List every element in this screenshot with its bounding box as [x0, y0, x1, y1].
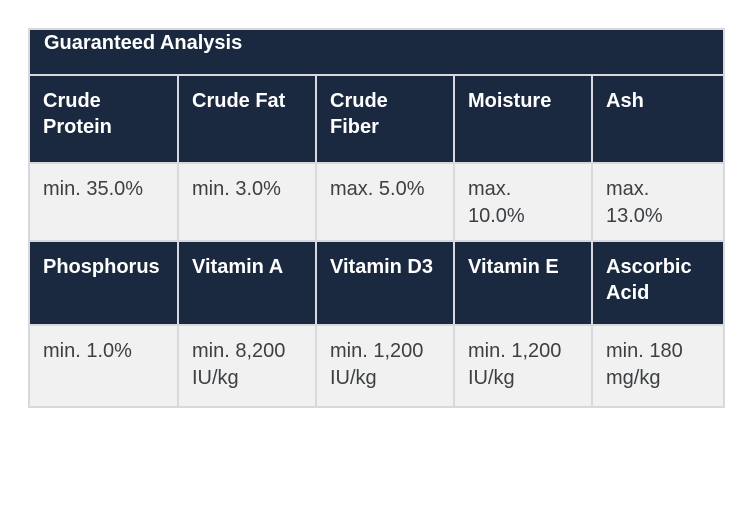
header-cell-label: Vitamin E	[468, 256, 559, 278]
value-cell: min. 1,200 IU/kg	[453, 324, 593, 408]
value-cell: min. 1.0%	[28, 324, 179, 408]
header-cell-label: Vitamin A	[192, 256, 284, 278]
table-title: Guaranteed Analysis	[27, 28, 726, 76]
value-cell-text: max. 13.0%	[606, 178, 663, 227]
value-cell-text: min. 3.0%	[192, 178, 281, 200]
header-cell-label: Ash	[606, 90, 644, 112]
value-cell-text: min. 1.0%	[43, 340, 132, 362]
value-cell: max. 13.0%	[590, 162, 726, 242]
guaranteed-analysis-table: Guaranteed Analysis Crude Protein Crude F…	[27, 28, 726, 408]
header-cell: Vitamin D3	[315, 240, 455, 326]
header-cell-label: Moisture	[468, 90, 552, 112]
header-cell-label: Crude Fat	[192, 90, 286, 112]
value-cell-text: min. 8,200 IU/kg	[192, 340, 286, 389]
value-cell-text: min. 1,200 IU/kg	[468, 340, 562, 389]
header-cell-label: Vitamin D3	[330, 256, 433, 278]
value-cell-text: min. 1,200 IU/kg	[330, 340, 424, 389]
header-cell: Crude Fat	[177, 74, 317, 164]
header-cell: Crude Fiber	[315, 74, 455, 164]
header-cell: Ash	[590, 74, 726, 164]
header-cell: Moisture	[453, 74, 593, 164]
header-cell: Phosphorus	[28, 240, 179, 326]
header-cell: Vitamin A	[177, 240, 317, 326]
header-cell-label: Ascorbic Acid	[606, 256, 692, 304]
header-cell: Crude Protein	[28, 74, 179, 164]
table-body: Guaranteed Analysis Crude Protein Crude F…	[27, 28, 726, 408]
header-cell-label: Crude Fiber	[330, 90, 388, 138]
header-cell: Ascorbic Acid	[590, 240, 726, 326]
value-cell-text: max. 5.0%	[330, 178, 425, 200]
value-cell: max. 5.0%	[315, 162, 455, 242]
header-cell-label: Crude Protein	[43, 90, 112, 138]
value-cell: min. 3.0%	[177, 162, 317, 242]
value-cell: min. 35.0%	[28, 162, 179, 242]
value-row: min. 1.0% min. 8,200 IU/kg min. 1,200 IU/k…	[28, 324, 726, 408]
header-row: Crude Protein Crude Fat Crude Fiber Moistur…	[28, 74, 726, 164]
value-cell: min. 8,200 IU/kg	[177, 324, 317, 408]
value-cell: max. 10.0%	[453, 162, 593, 242]
value-cell-text: min. 180 mg/kg	[606, 340, 683, 389]
header-row: Phosphorus Vitamin A Vitamin D3 Vitamin E As…	[28, 240, 726, 326]
header-cell: Vitamin E	[453, 240, 593, 326]
header-cell-label: Phosphorus	[43, 256, 160, 278]
title-row: Guaranteed Analysis	[27, 28, 726, 76]
value-cell-text: min. 35.0%	[43, 178, 144, 200]
value-cell: min. 1,200 IU/kg	[315, 324, 455, 408]
value-cell: min. 180 mg/kg	[590, 324, 726, 408]
value-cell-text: max. 10.0%	[468, 178, 525, 227]
value-row: min. 35.0% min. 3.0% max. 5.0% max. 10.0% ma…	[28, 162, 726, 242]
